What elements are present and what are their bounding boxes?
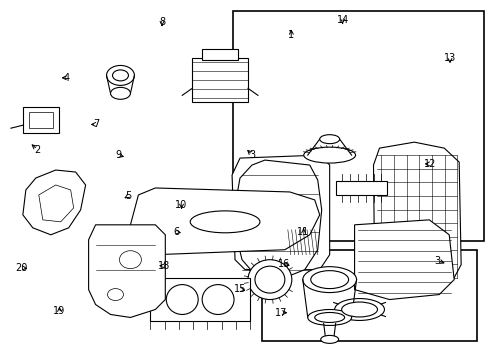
Text: 12: 12 <box>424 159 437 169</box>
Text: 2: 2 <box>34 144 41 154</box>
Text: 3: 3 <box>435 256 441 266</box>
Ellipse shape <box>106 66 134 85</box>
Ellipse shape <box>202 285 234 315</box>
Bar <box>29 112 53 128</box>
Polygon shape <box>355 220 454 300</box>
Text: 3: 3 <box>249 150 255 160</box>
Text: 10: 10 <box>175 200 188 210</box>
Text: 14: 14 <box>337 15 349 26</box>
Text: 6: 6 <box>173 227 180 237</box>
Bar <box>336 181 388 195</box>
Text: 1: 1 <box>288 30 294 40</box>
Text: 15: 15 <box>234 284 246 294</box>
Ellipse shape <box>311 271 348 289</box>
Ellipse shape <box>321 336 339 343</box>
Ellipse shape <box>308 310 352 325</box>
Ellipse shape <box>335 298 385 320</box>
Text: 8: 8 <box>159 17 165 27</box>
Polygon shape <box>23 170 86 235</box>
Ellipse shape <box>255 266 285 293</box>
Polygon shape <box>373 142 461 285</box>
Ellipse shape <box>303 267 357 293</box>
Polygon shape <box>39 185 74 222</box>
Ellipse shape <box>342 302 377 317</box>
Polygon shape <box>89 225 165 318</box>
Polygon shape <box>236 160 322 278</box>
Ellipse shape <box>120 251 142 269</box>
Text: 4: 4 <box>64 73 70 83</box>
Ellipse shape <box>315 312 344 323</box>
Ellipse shape <box>248 260 292 300</box>
Bar <box>150 278 250 321</box>
Bar <box>262 250 477 341</box>
Ellipse shape <box>111 87 130 99</box>
Text: 9: 9 <box>115 150 121 160</box>
Text: 17: 17 <box>275 308 288 318</box>
Text: 18: 18 <box>158 261 171 271</box>
Ellipse shape <box>113 70 128 81</box>
Ellipse shape <box>304 147 356 163</box>
Text: 5: 5 <box>125 191 131 201</box>
Text: 7: 7 <box>93 120 99 129</box>
Bar <box>233 12 484 241</box>
Bar <box>192 58 248 102</box>
Ellipse shape <box>107 289 123 301</box>
Text: 16: 16 <box>278 259 290 269</box>
Polygon shape <box>130 188 319 255</box>
Polygon shape <box>232 155 330 270</box>
Text: 19: 19 <box>53 306 66 316</box>
Ellipse shape <box>166 285 198 315</box>
Text: 20: 20 <box>16 263 28 273</box>
Ellipse shape <box>190 211 260 233</box>
Ellipse shape <box>319 135 340 144</box>
Bar <box>202 49 238 60</box>
Text: 11: 11 <box>297 227 310 237</box>
Bar <box>23 107 59 133</box>
Text: 13: 13 <box>444 53 456 63</box>
